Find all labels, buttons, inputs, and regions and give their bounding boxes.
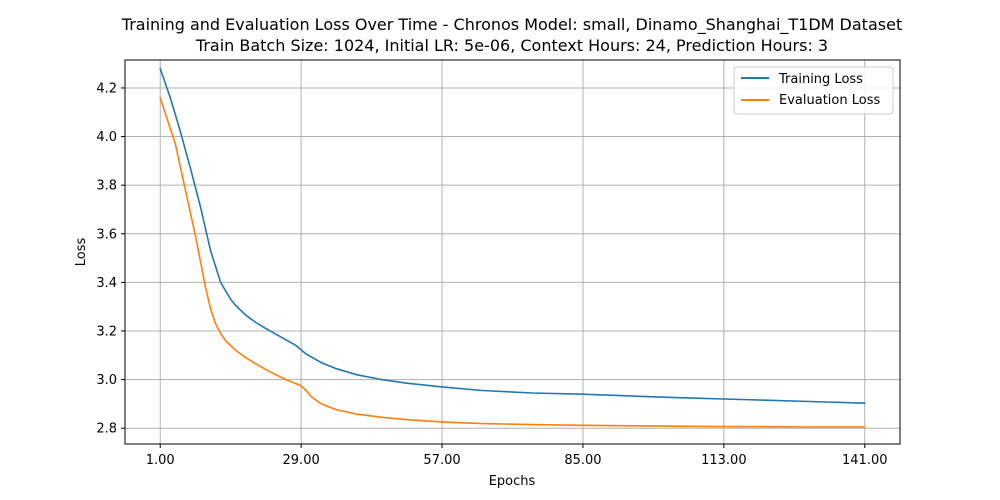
series-layer: [159, 67, 866, 428]
y-axis-label: Loss: [74, 238, 89, 267]
series-line-evaluation-loss: [159, 96, 866, 428]
plot-frame: [124, 59, 901, 445]
x-tick-label: 141.00: [842, 453, 888, 468]
x-axis-label: Epochs: [489, 474, 536, 489]
y-tick-label: 2.8: [96, 422, 117, 437]
legend-label-evaluation-loss: Evaluation Loss: [779, 93, 880, 108]
x-tick-label: 113.00: [701, 453, 747, 468]
legend-label-training-loss: Training Loss: [778, 72, 863, 87]
x-axis-ticks: 1.00 29.00 57.00 85.00 113.00 141.00: [146, 444, 888, 468]
chart-subtitle: Train Batch Size: 1024, Initial LR: 5e-0…: [195, 36, 828, 55]
x-tick-label: 85.00: [564, 453, 601, 468]
x-tick-label: 1.00: [146, 453, 175, 468]
chart-title: Training and Evaluation Loss Over Time -…: [121, 15, 902, 35]
y-tick-label: 3.4: [96, 276, 117, 291]
legend: Training Loss Evaluation Loss: [733, 66, 894, 115]
legend-box: [733, 66, 894, 115]
x-tick-label: 29.00: [283, 453, 320, 468]
y-axis-ticks: 2.8 3.0 3.2 3.4 3.6 3.8 4.0 4.2: [96, 81, 125, 437]
series-line-training-loss: [159, 67, 866, 405]
x-tick-label: 57.00: [423, 453, 460, 468]
y-tick-label: 3.8: [96, 179, 117, 194]
y-tick-label: 3.2: [96, 324, 117, 339]
y-tick-label: 3.6: [96, 227, 117, 242]
y-tick-label: 4.0: [96, 130, 117, 145]
y-tick-label: 3.0: [96, 373, 117, 388]
grid-lines: [125, 60, 900, 444]
y-tick-label: 4.2: [96, 81, 117, 96]
